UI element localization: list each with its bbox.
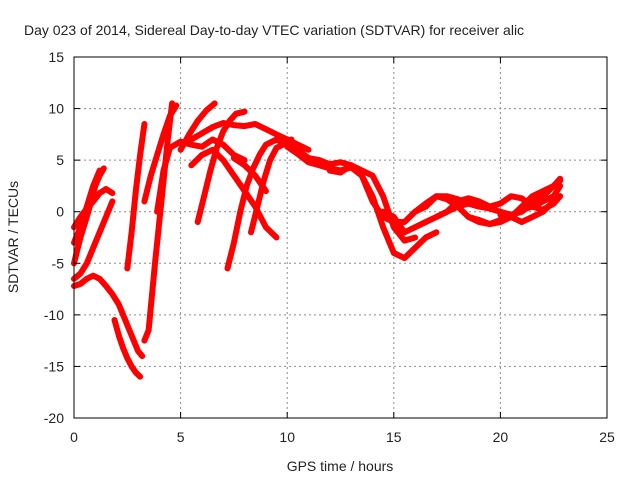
x-tick-label: 0 (70, 429, 78, 445)
x-tick-label: 10 (279, 429, 295, 445)
y-axis-label: SDTVAR / TECUs (5, 181, 21, 293)
series-line-arc-3 (71, 165, 107, 267)
series-line-arc-25 (497, 177, 564, 220)
series-line-arc-5 (71, 272, 146, 360)
series-line-arc-6 (111, 317, 144, 380)
series-line-arc-4 (71, 198, 116, 282)
series-group (71, 100, 564, 380)
series-line-arc-11 (177, 100, 218, 153)
series-line-arc-15 (224, 136, 291, 272)
series-line-arc-8 (141, 100, 176, 344)
series-line-arc-17 (230, 155, 269, 195)
series-line-arc-7 (124, 121, 148, 272)
y-tick-label: 0 (56, 204, 64, 220)
series-line-arc-21 (380, 175, 564, 236)
ticks: 0 5 10 15 20 25 -20 -15 -10 -5 0 5 10 15 (44, 49, 615, 445)
y-tick-label: -5 (52, 255, 65, 271)
series-line-arc-24 (465, 193, 564, 228)
series-line-arc-14 (188, 146, 280, 241)
x-axis-label: GPS time / hours (287, 458, 394, 474)
y-tick-label: 15 (48, 49, 64, 65)
y-tick-label: -10 (44, 307, 64, 323)
y-tick-label: -20 (44, 410, 64, 426)
x-tick-label: 25 (599, 429, 615, 445)
y-tick-label: 10 (48, 101, 64, 117)
y-tick-label: 5 (56, 152, 64, 168)
y-tick-label: -15 (44, 358, 64, 374)
chart-title: Day 023 of 2014, Sidereal Day-to-day VTE… (24, 22, 524, 38)
series-line-arc-20 (326, 162, 483, 225)
plot-frame (73, 56, 608, 419)
series-line-arc-13 (194, 108, 248, 225)
series-line-arc-10 (154, 136, 248, 215)
x-tick-label: 15 (386, 429, 402, 445)
x-tick-label: 20 (493, 429, 509, 445)
x-tick-label: 5 (177, 429, 185, 445)
series-line-arc-16 (248, 136, 295, 236)
series-line-arc-9 (141, 102, 180, 205)
